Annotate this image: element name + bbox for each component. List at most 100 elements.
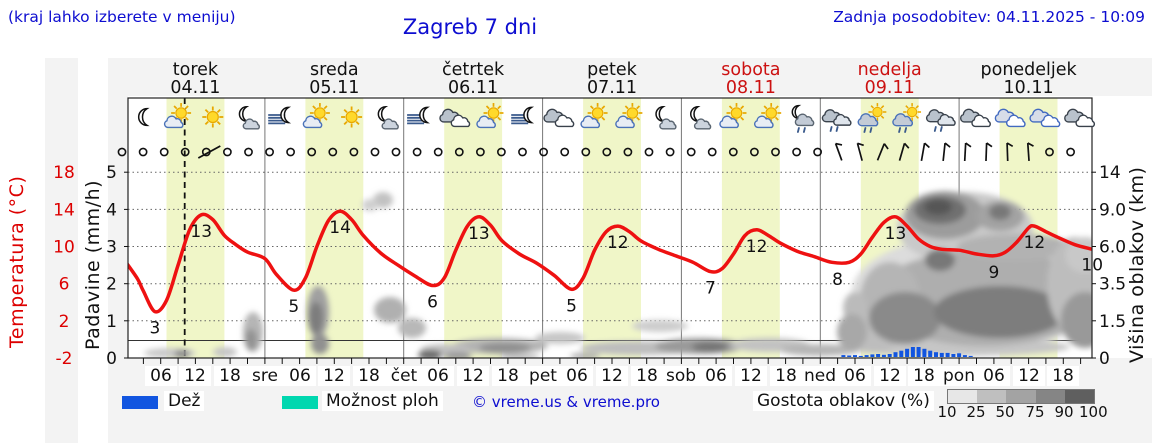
wind-calm-icon: [1045, 147, 1054, 157]
svg-text:9: 9: [988, 263, 999, 283]
x-hour-label: 18: [1047, 366, 1079, 386]
weather-icon-sun-cloud: [302, 103, 330, 129]
weather-icon-sun-cloud: [163, 103, 192, 129]
x-hour-label: 06: [978, 366, 1010, 386]
wind-calm-icon: [138, 147, 148, 157]
x-hour-label: 12: [457, 366, 489, 386]
x-hour-label: 12: [874, 366, 906, 386]
wind-barb-icon: [834, 142, 843, 161]
svg-text:13: 13: [190, 222, 212, 242]
cloud-density-legend-label: Gostota oblakov (%): [753, 391, 934, 411]
x-hour-label: 06: [422, 366, 454, 386]
svg-text:5: 5: [106, 163, 117, 183]
svg-text:12: 12: [607, 233, 629, 253]
wind-calm-icon: [496, 147, 506, 157]
weather-icon-sun-cloud: [719, 103, 747, 129]
day-date: 08.11: [726, 78, 776, 98]
svg-text:2: 2: [106, 275, 117, 295]
wind-calm-icon: [454, 147, 464, 157]
wind-calm-icon: [707, 147, 717, 157]
day-header-band: [108, 58, 1152, 96]
showers-legend-label: Možnost ploh: [322, 391, 443, 411]
temperature-axis-title: Temperatura (°C): [6, 175, 28, 349]
weather-icon-sun-cloud-drizzle: [857, 103, 887, 133]
weather-icon-clouds: [1064, 108, 1096, 128]
wind-barb-icon: [856, 142, 864, 161]
svg-text:3.5: 3.5: [1099, 275, 1126, 295]
x-day-label: pon: [939, 366, 979, 386]
svg-text:8: 8: [832, 270, 843, 290]
wind-calm-icon: [728, 147, 738, 157]
wind-barb-icon: [942, 142, 951, 162]
weather-icon-moon: [138, 107, 150, 127]
wind-calm-icon: [475, 147, 485, 157]
weather-icon-moon-fog: [511, 106, 535, 125]
x-hour-label: 06: [700, 366, 732, 386]
wind-calm-icon: [265, 147, 274, 157]
density-tick-label: 25: [966, 403, 986, 421]
wind-slash-icon: [197, 145, 221, 159]
wind-barb-icon: [876, 143, 889, 161]
plot-frame: [127, 97, 1093, 359]
day-date: 09.11: [865, 78, 915, 98]
weather-icon-cloud-drizzle: [925, 109, 956, 132]
wind-calm-icon: [412, 147, 422, 157]
wind-calm-icon: [222, 147, 232, 157]
wind-calm-icon: [665, 147, 675, 157]
density-tick-label: 10: [937, 403, 957, 421]
weather-icon-moon-fog: [268, 106, 292, 125]
weather-icon-sun: [341, 106, 363, 128]
wind-barb-icon: [963, 142, 972, 162]
axis-ticks: [124, 171, 1096, 364]
cloud-height-axis-title: Višina oblakov (km): [1126, 166, 1148, 364]
weather-icon-sun-cloud: [476, 103, 504, 129]
weather-icon-moon-cloud-drizzle: [791, 104, 815, 133]
wind-calm-icon: [349, 147, 359, 157]
cloud-density-gradient: [947, 389, 1095, 404]
copyright-link[interactable]: © vreme.us & vreme.pro: [472, 393, 660, 411]
wind-calm-icon: [244, 147, 253, 157]
svg-text:6: 6: [59, 275, 70, 295]
density-tick-label: 75: [1025, 403, 1045, 421]
wind-calm-icon: [602, 147, 612, 157]
svg-text:12: 12: [1024, 233, 1046, 253]
wind-calm-icon: [307, 147, 317, 157]
day-name: sobota: [721, 60, 780, 80]
precipitation-axis-title: Padavine (mm/h): [82, 179, 104, 351]
weather-icon-sun-cloud: [615, 103, 643, 129]
wind-barb-icon: [920, 142, 930, 162]
wind-calm-icon: [518, 147, 527, 157]
x-hour-label: 18: [492, 366, 524, 386]
wind-calm-icon: [581, 147, 591, 157]
svg-text:13: 13: [468, 224, 490, 244]
weather-icon-moon-cloud: [238, 106, 260, 130]
x-hour-label: 12: [735, 366, 767, 386]
wind-calm-icon: [117, 147, 127, 157]
rain-bars: [841, 347, 973, 357]
svg-text:-2: -2: [56, 349, 73, 369]
wind-calm-icon: [370, 147, 380, 157]
svg-text:4: 4: [106, 200, 117, 220]
svg-text:3: 3: [106, 238, 117, 258]
day-name: ponedeljek: [981, 60, 1078, 80]
svg-text:5: 5: [288, 297, 299, 317]
x-day-label: sre: [245, 366, 285, 386]
svg-text:0: 0: [106, 349, 117, 369]
day-name: četrtek: [442, 60, 505, 80]
wind-barb-icon: [985, 142, 993, 162]
menu-hint-text: (kraj lahko izberete v meniju): [8, 8, 236, 26]
weather-icon-moon-cloud: [690, 106, 712, 130]
x-hour-label: 12: [596, 366, 628, 386]
svg-text:2: 2: [59, 312, 70, 332]
wind-calm-icon: [286, 147, 295, 157]
x-hour-label: 18: [631, 366, 663, 386]
weather-icon-sun-cloud: [580, 103, 608, 129]
wind-calm-icon: [391, 147, 401, 157]
weather-icon-sun: [202, 106, 224, 128]
svg-text:7: 7: [705, 279, 716, 299]
x-hour-label: 12: [1013, 366, 1045, 386]
weather-icon-moon-fog: [407, 106, 430, 125]
x-day-label: čet: [384, 366, 424, 386]
